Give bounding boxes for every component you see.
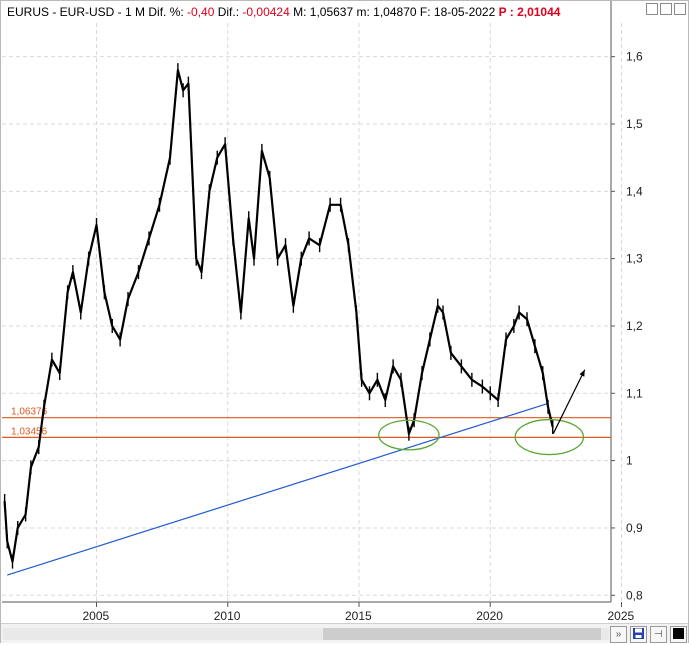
max-value: 1,05637 bbox=[309, 5, 357, 19]
support-lines: 1,06376 1,03456 bbox=[2, 407, 611, 438]
dif-label: Dif.: bbox=[217, 5, 243, 19]
date-value: 18-05-2022 bbox=[433, 5, 499, 19]
trendline-layer bbox=[7, 402, 549, 576]
restore-icon[interactable] bbox=[646, 3, 658, 15]
grid bbox=[2, 23, 622, 602]
y-tick-label: 1,2 bbox=[626, 319, 643, 333]
dif-pct-label: Dif. %: bbox=[148, 5, 188, 19]
price-series bbox=[3, 63, 554, 569]
arrow-head bbox=[579, 369, 585, 377]
support-line-label: 1,03456 bbox=[11, 426, 48, 437]
scroll-thumb[interactable] bbox=[323, 628, 601, 640]
p-label: P : bbox=[498, 5, 518, 19]
y-tick-label: 1,1 bbox=[626, 386, 643, 400]
close-icon[interactable] bbox=[674, 3, 686, 15]
price-line bbox=[3, 69, 554, 563]
date-label: F: bbox=[419, 5, 434, 19]
y-tick-label: 1,4 bbox=[626, 184, 643, 198]
x-tick-label: 2010 bbox=[214, 609, 241, 623]
axes: 0,8 0,9 1 1,1 1,2 1,3 1,4 1,5 1,6 2005 2010 2015 202… bbox=[2, 1, 643, 623]
x-tick-label: 2020 bbox=[476, 609, 503, 623]
price-chart[interactable]: 0,8 0,9 1 1,1 1,2 1,3 1,4 1,5 1,6 2005 2010 2015 202… bbox=[1, 1, 688, 623]
window-controls bbox=[646, 3, 686, 15]
chart-header: EURUS - EUR-USD - 1 M Dif. %: -0,40 Dif.… bbox=[7, 5, 560, 19]
support-ellipse bbox=[514, 418, 585, 456]
black-square-icon[interactable] bbox=[670, 626, 687, 643]
y-tick-label: 0,9 bbox=[626, 521, 643, 535]
x-tick-label: 2025 bbox=[608, 609, 635, 623]
min-label: m: bbox=[356, 5, 374, 19]
bottom-toolbar: » ⊣ bbox=[1, 623, 688, 643]
support-line-label: 1,06376 bbox=[11, 407, 48, 418]
max-label: M: bbox=[293, 5, 310, 19]
y-tick-label: 1,3 bbox=[626, 252, 643, 266]
forecast-arrow bbox=[552, 369, 586, 434]
dif-pct-value: -0,40 bbox=[187, 5, 218, 19]
x-tick-label: 2015 bbox=[345, 609, 372, 623]
period-label: 1 M bbox=[125, 5, 149, 19]
y-tick-label: 0,8 bbox=[626, 588, 643, 602]
ellipse-layer bbox=[378, 418, 585, 456]
arrow-layer bbox=[552, 369, 586, 434]
trendline bbox=[7, 402, 549, 576]
y-tick-label: 1,6 bbox=[626, 50, 643, 64]
support-ellipse bbox=[378, 419, 440, 451]
dif-value: -0,00424 bbox=[242, 5, 294, 19]
pin-icon[interactable]: ⊣ bbox=[650, 626, 667, 643]
p-value: 2,01044 bbox=[517, 5, 561, 19]
y-tick-label: 1 bbox=[626, 454, 633, 468]
x-tick-label: 2005 bbox=[83, 609, 110, 623]
min-value: 1,04870 bbox=[373, 5, 420, 19]
y-tick-label: 1,5 bbox=[626, 117, 643, 131]
maximize-icon[interactable] bbox=[660, 3, 672, 15]
save-icon[interactable] bbox=[630, 626, 647, 643]
symbol-label: EURUS - EUR-USD - bbox=[7, 5, 126, 19]
double-chevron-right-icon[interactable]: » bbox=[610, 626, 627, 643]
